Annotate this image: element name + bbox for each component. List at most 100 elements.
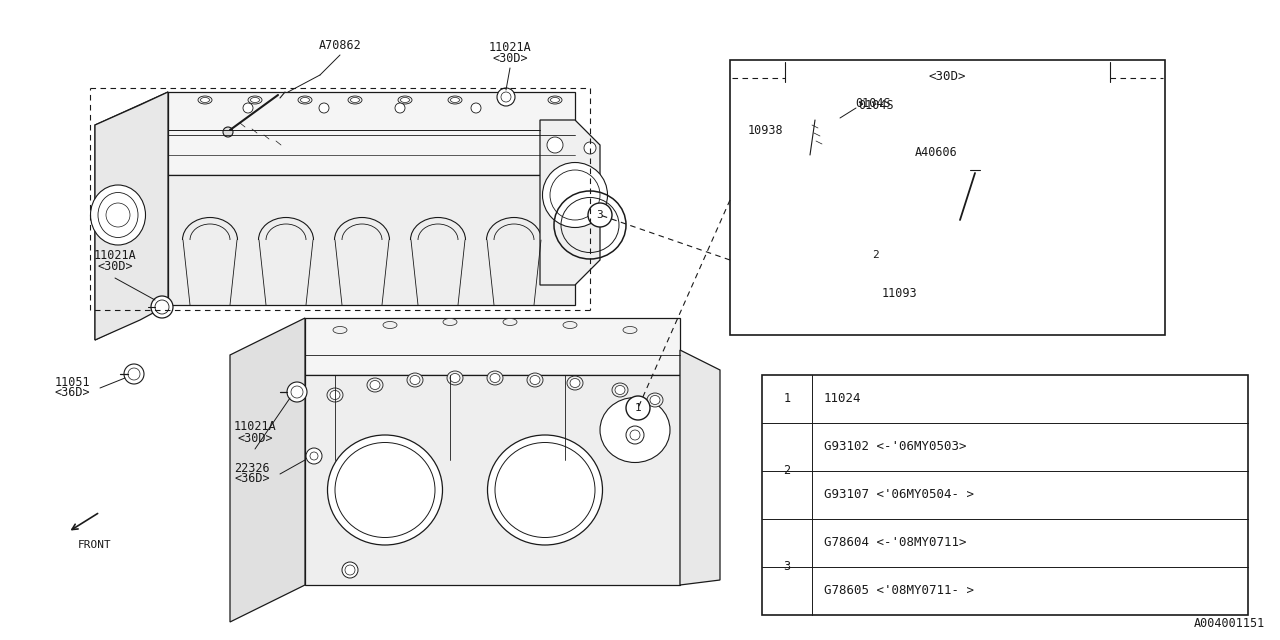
Circle shape bbox=[500, 92, 511, 102]
Ellipse shape bbox=[888, 233, 936, 273]
Circle shape bbox=[396, 103, 404, 113]
Ellipse shape bbox=[370, 381, 380, 390]
Ellipse shape bbox=[550, 170, 600, 220]
Text: 11093: 11093 bbox=[882, 287, 918, 300]
Polygon shape bbox=[95, 92, 168, 340]
Ellipse shape bbox=[251, 97, 260, 102]
Ellipse shape bbox=[486, 371, 503, 385]
Circle shape bbox=[243, 103, 253, 113]
Ellipse shape bbox=[443, 319, 457, 326]
Ellipse shape bbox=[91, 185, 146, 245]
Ellipse shape bbox=[567, 376, 582, 390]
Bar bbox=[730, 60, 1165, 335]
Ellipse shape bbox=[201, 97, 210, 102]
Ellipse shape bbox=[351, 97, 360, 102]
Text: 2: 2 bbox=[783, 465, 791, 477]
Polygon shape bbox=[305, 318, 680, 375]
Circle shape bbox=[128, 368, 140, 380]
Circle shape bbox=[223, 127, 233, 137]
Ellipse shape bbox=[335, 442, 435, 538]
Circle shape bbox=[287, 382, 307, 402]
Ellipse shape bbox=[448, 96, 462, 104]
Circle shape bbox=[497, 88, 515, 106]
Text: 11021A: 11021A bbox=[234, 420, 276, 433]
Circle shape bbox=[896, 286, 914, 304]
Text: <30D>: <30D> bbox=[493, 51, 527, 65]
Text: A40606: A40606 bbox=[915, 145, 957, 159]
Polygon shape bbox=[168, 92, 575, 175]
Circle shape bbox=[626, 426, 644, 444]
Text: G78604 <-'08MY0711>: G78604 <-'08MY0711> bbox=[824, 536, 966, 550]
Ellipse shape bbox=[333, 326, 347, 333]
Ellipse shape bbox=[407, 373, 422, 387]
Text: <36D>: <36D> bbox=[54, 387, 90, 399]
Ellipse shape bbox=[646, 393, 663, 407]
Text: 10938: 10938 bbox=[748, 124, 783, 136]
Ellipse shape bbox=[488, 435, 603, 545]
Text: 11021A: 11021A bbox=[93, 248, 137, 262]
Ellipse shape bbox=[500, 97, 509, 102]
Polygon shape bbox=[305, 375, 680, 585]
Polygon shape bbox=[95, 92, 168, 340]
Text: 22326: 22326 bbox=[234, 461, 270, 474]
Circle shape bbox=[863, 243, 887, 267]
Circle shape bbox=[106, 203, 131, 227]
Text: A004001151: A004001151 bbox=[1194, 617, 1265, 630]
Text: 0104S: 0104S bbox=[855, 97, 891, 109]
Ellipse shape bbox=[490, 374, 500, 383]
Ellipse shape bbox=[570, 378, 580, 387]
Polygon shape bbox=[680, 350, 721, 585]
Text: 3: 3 bbox=[596, 210, 603, 220]
Text: 11021A: 11021A bbox=[489, 40, 531, 54]
Polygon shape bbox=[861, 215, 965, 290]
Ellipse shape bbox=[328, 435, 443, 545]
Circle shape bbox=[151, 296, 173, 318]
Polygon shape bbox=[540, 120, 600, 285]
Circle shape bbox=[155, 300, 169, 314]
Circle shape bbox=[346, 565, 355, 575]
Ellipse shape bbox=[623, 326, 637, 333]
Text: 1: 1 bbox=[635, 403, 641, 413]
Ellipse shape bbox=[794, 172, 823, 196]
Ellipse shape bbox=[401, 97, 410, 102]
Circle shape bbox=[471, 103, 481, 113]
Ellipse shape bbox=[330, 390, 340, 399]
Circle shape bbox=[630, 430, 640, 440]
Text: G93102 <-'06MY0503>: G93102 <-'06MY0503> bbox=[824, 440, 966, 454]
Circle shape bbox=[891, 281, 919, 309]
Circle shape bbox=[291, 386, 303, 398]
Ellipse shape bbox=[99, 193, 138, 237]
Ellipse shape bbox=[527, 373, 543, 387]
Circle shape bbox=[978, 162, 988, 172]
Ellipse shape bbox=[495, 442, 595, 538]
Text: <30D>: <30D> bbox=[237, 431, 273, 445]
Ellipse shape bbox=[301, 97, 310, 102]
Circle shape bbox=[774, 387, 799, 411]
Circle shape bbox=[342, 562, 358, 578]
Ellipse shape bbox=[563, 321, 577, 328]
Text: 0104S: 0104S bbox=[858, 99, 893, 111]
Circle shape bbox=[310, 452, 317, 460]
Ellipse shape bbox=[600, 397, 669, 463]
Text: <36D>: <36D> bbox=[234, 472, 270, 486]
Circle shape bbox=[626, 396, 650, 420]
Text: 11024: 11024 bbox=[824, 392, 861, 406]
Text: A70862: A70862 bbox=[319, 38, 361, 51]
Text: 2: 2 bbox=[872, 250, 878, 260]
Text: 11051: 11051 bbox=[54, 376, 90, 388]
Polygon shape bbox=[168, 175, 575, 305]
Text: 3: 3 bbox=[783, 561, 791, 573]
Ellipse shape bbox=[410, 376, 420, 385]
Circle shape bbox=[774, 555, 799, 579]
Ellipse shape bbox=[326, 388, 343, 402]
Circle shape bbox=[808, 109, 822, 123]
Text: 1: 1 bbox=[783, 392, 791, 406]
Text: <30D>: <30D> bbox=[928, 70, 965, 83]
Ellipse shape bbox=[451, 374, 460, 383]
Circle shape bbox=[306, 448, 323, 464]
Ellipse shape bbox=[650, 396, 660, 404]
Ellipse shape bbox=[614, 385, 625, 394]
Circle shape bbox=[124, 364, 145, 384]
Text: G78605 <'08MY0711- >: G78605 <'08MY0711- > bbox=[824, 584, 974, 598]
Bar bbox=[762, 375, 1248, 615]
